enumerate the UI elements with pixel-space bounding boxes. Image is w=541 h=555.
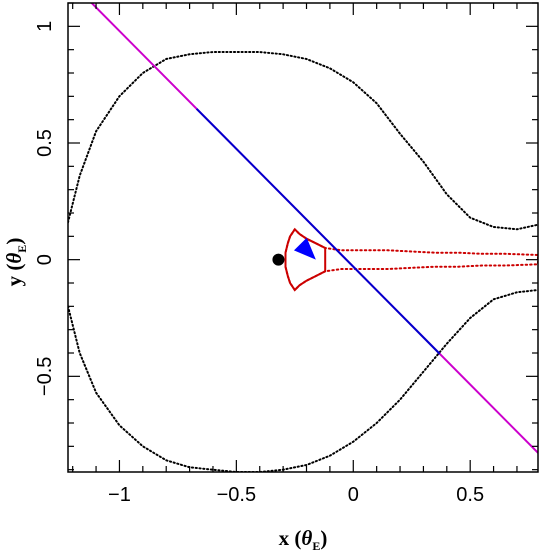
trajectory-inner-line <box>195 108 441 355</box>
y-axis-unit-subscript: E <box>15 245 29 253</box>
x-tick-label: 0 <box>348 484 359 506</box>
y-tick-label: 0.5 <box>34 129 56 157</box>
x-tick-label: −1 <box>108 484 131 506</box>
data-layer <box>68 3 538 472</box>
caustic-curve <box>284 227 538 292</box>
x-axis-unit-symbol: θ <box>301 526 312 550</box>
caustic-cusp-segment <box>284 228 327 292</box>
y-axis-unit-symbol: θ <box>2 253 26 264</box>
y-tick-label: 0 <box>34 254 56 265</box>
critical-curve-lower <box>68 289 538 472</box>
lens-point-marker <box>272 253 285 266</box>
y-axis-label: y (θE) <box>2 238 29 287</box>
y-tick-label: 1 <box>34 21 56 32</box>
critical-curve-upper <box>68 51 538 231</box>
trajectory-outer-line <box>90 3 538 455</box>
y-axis-variable: y <box>2 275 26 286</box>
direction-arrow-icon <box>293 237 316 260</box>
plot-frame <box>67 2 539 473</box>
x-axis-label: x (θE) <box>279 526 328 553</box>
x-tick-label: 0.5 <box>456 484 484 506</box>
tick-layer: −1 −0.5 0 0.5 −0.5 0 0.5 1 <box>34 2 538 506</box>
x-axis-variable: x <box>279 526 290 550</box>
x-tick-label: −0.5 <box>217 484 256 506</box>
x-axis-unit-subscript: E <box>312 539 320 553</box>
y-tick-label: −0.5 <box>34 357 56 396</box>
